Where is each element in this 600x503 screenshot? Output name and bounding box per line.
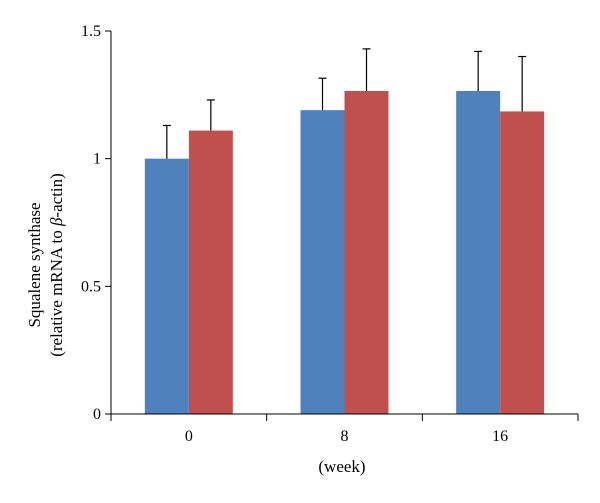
bars-group: [144, 91, 545, 415]
x-tick-label-8: 8: [341, 428, 349, 445]
y-tick-label-0.5: 0.5: [81, 278, 101, 295]
x-axis-title: (week): [318, 457, 365, 476]
y-axis-title-line1: Squalene synthase: [25, 202, 44, 327]
error-bars-group: [162, 48, 527, 159]
bar-series-2-week-16: [500, 111, 545, 415]
x-tick-label-16: 16: [492, 428, 508, 445]
x-tick-label-0: 0: [185, 428, 193, 445]
bar-series-1-week-8: [300, 110, 345, 415]
y-tick-label-1: 1: [93, 151, 101, 168]
bar-series-2-week-0: [188, 130, 233, 414]
bar-series-1-week-0: [144, 158, 189, 414]
y-axis-title-beta-symbol: β: [47, 217, 66, 227]
y-axis-title: Squalene synthase (relative mRNA to β-ac…: [25, 173, 66, 357]
y-axis-title-line2-suffix: -actin): [47, 173, 66, 217]
y-axis-title-line2-prefix: (relative mRNA to: [47, 226, 66, 357]
bar-series-1-week-16: [456, 91, 501, 415]
x-tick-labels: 0 8 16: [185, 428, 508, 445]
axes-group: [105, 30, 579, 421]
y-axis-title-line2: (relative mRNA to β-actin): [47, 173, 66, 357]
y-tick-labels: 0 0.5 1 1.5: [81, 23, 101, 423]
y-tick-label-1.5: 1.5: [81, 23, 101, 40]
bar-series-2-week-8: [344, 91, 389, 415]
y-tick-label-0: 0: [93, 406, 101, 423]
